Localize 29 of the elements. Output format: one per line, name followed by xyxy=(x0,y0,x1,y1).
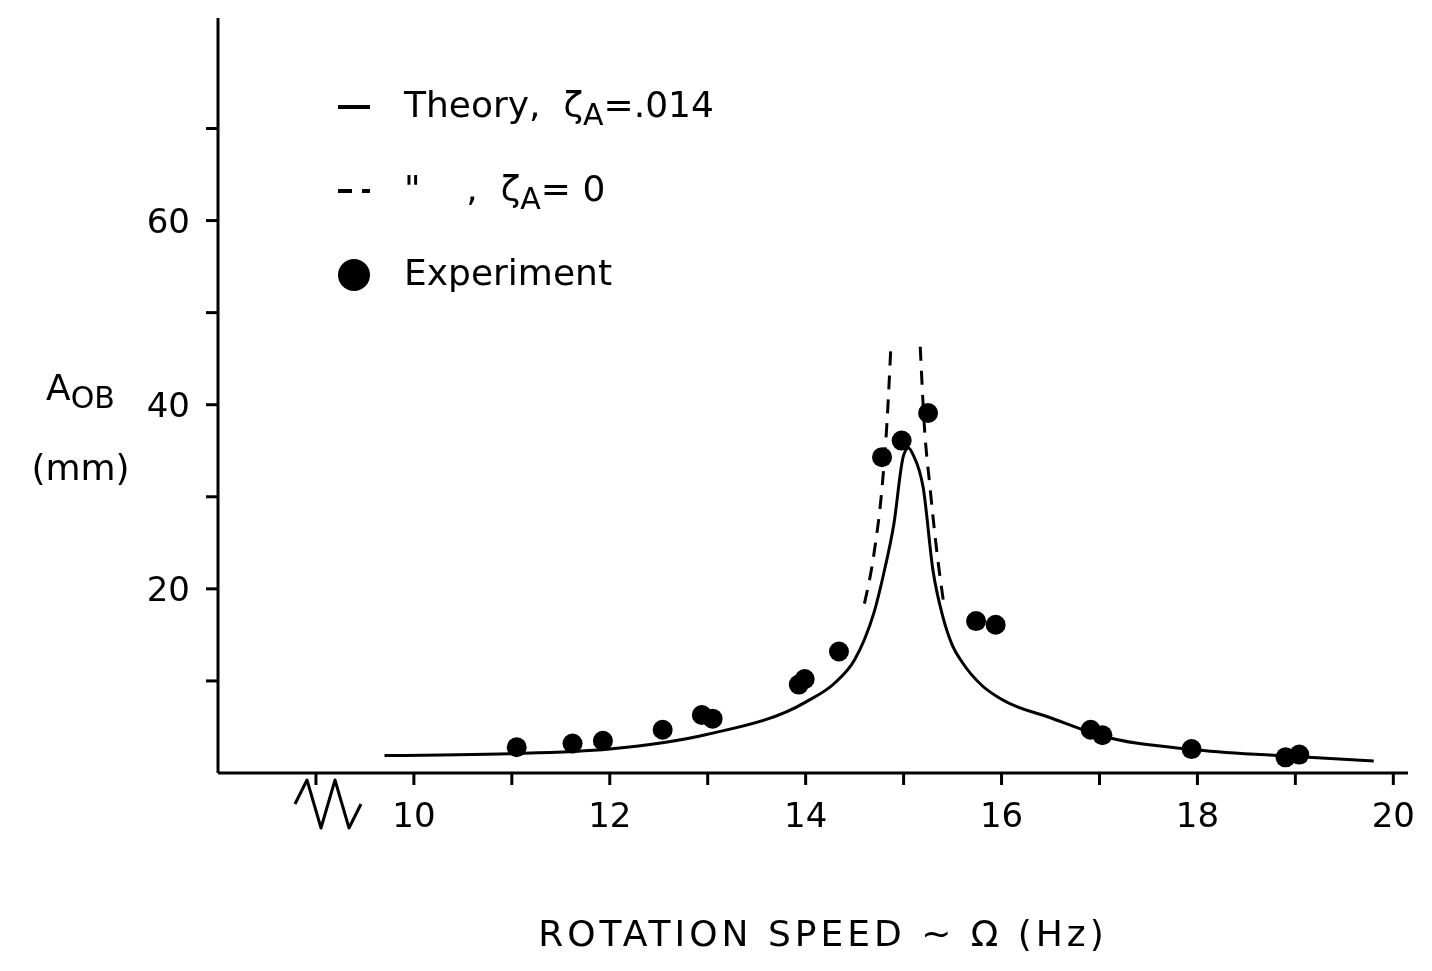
point xyxy=(985,614,1006,635)
point xyxy=(794,669,815,690)
point xyxy=(702,708,723,729)
legend-label: Experiment xyxy=(404,252,613,294)
point xyxy=(828,641,849,662)
legend-label: " , ζ$_{A}$= 0 xyxy=(404,168,606,217)
y-axis-title: A$_{OB}$ (mm) xyxy=(31,367,130,489)
x-tick-label: 20 xyxy=(1371,795,1415,836)
x-tick-label: 14 xyxy=(784,795,828,836)
point xyxy=(652,719,673,740)
point xyxy=(506,737,527,758)
y-tick-label: 20 xyxy=(146,568,190,609)
point xyxy=(1092,725,1113,746)
point xyxy=(1289,744,1310,765)
x-axis-title: ROTATION SPEED ~ Ω (Hz) xyxy=(538,913,1108,954)
x-tick-label: 16 xyxy=(979,795,1024,836)
legend-label: Theory, ζ$_{A}$=.014 xyxy=(404,84,714,133)
point xyxy=(592,730,613,751)
x-tick-label: 12 xyxy=(588,795,632,836)
point xyxy=(562,733,583,754)
y-tick-label: 40 xyxy=(146,384,190,425)
point xyxy=(891,430,912,451)
x-tick-label: 10 xyxy=(392,795,436,836)
y-tick-label: 60 xyxy=(146,200,190,241)
point xyxy=(966,611,987,632)
point xyxy=(872,447,893,468)
x-tick-label: 18 xyxy=(1175,795,1220,836)
point xyxy=(918,402,939,423)
point xyxy=(1181,739,1202,760)
